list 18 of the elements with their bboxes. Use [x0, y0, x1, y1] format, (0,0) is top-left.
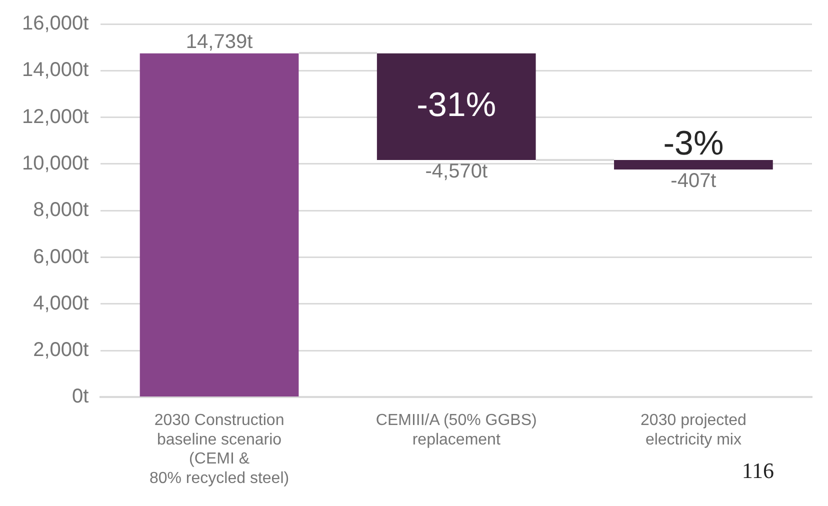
annotation: -3% [663, 124, 724, 162]
data-label: 14,739t [186, 30, 254, 53]
y-tick-label: 12,000t [22, 106, 90, 128]
x-tick-label: CEMIII/A (50% GGBS) replacement [376, 412, 537, 448]
annotation: -31% [416, 86, 496, 124]
y-tick-label: 0t [72, 386, 90, 408]
y-tick-label: 16,000t [22, 12, 90, 35]
y-tick-label: 4,000t [33, 292, 90, 314]
text: 116 [742, 458, 774, 484]
data-label: -407t [670, 170, 717, 192]
data-label: -4,570t [425, 160, 488, 183]
x-tick-label: 2030 projected electricity mix [640, 412, 746, 448]
y-tick-label: 6,000t [33, 246, 90, 268]
y-tick-label: 14,000t [22, 59, 90, 82]
y-tick-label: 10,000t [22, 152, 90, 174]
y-tick-label: 8,000t [33, 199, 90, 222]
y-tick-label: 2,000t [33, 339, 90, 362]
x-tick-label: 2030 Construction baseline scenario (CEMI & 80% recycled steel) [149, 412, 290, 487]
